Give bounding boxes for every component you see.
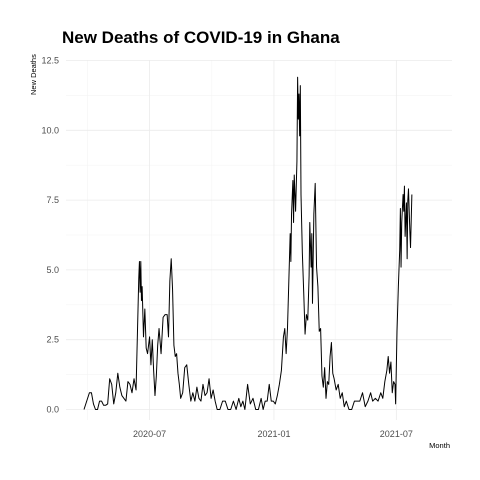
y-tick-label: 10.0	[41, 125, 59, 135]
series-line-new-deaths	[83, 76, 413, 410]
y-tick-label: 7.5	[46, 195, 59, 205]
x-axis-title: Month	[429, 441, 450, 450]
y-axis-title: New Deaths	[29, 54, 38, 95]
y-axis-ticks: 0.0 2.5 5.0 7.5 10.0 12.5	[41, 56, 59, 415]
minor-grid	[66, 60, 452, 420]
x-tick-label: 2021-07	[380, 429, 413, 439]
major-grid	[66, 60, 452, 420]
chart-title: New Deaths of COVID-19 in Ghana	[62, 28, 340, 47]
x-tick-label: 2021-01	[257, 429, 290, 439]
y-tick-label: 5.0	[46, 265, 59, 275]
y-tick-label: 2.5	[46, 335, 59, 345]
x-axis-ticks: 2020-07 2021-01 2021-07	[133, 429, 413, 439]
y-tick-label: 12.5	[41, 56, 59, 66]
x-tick-label: 2020-07	[133, 429, 166, 439]
y-tick-label: 0.0	[46, 405, 59, 415]
